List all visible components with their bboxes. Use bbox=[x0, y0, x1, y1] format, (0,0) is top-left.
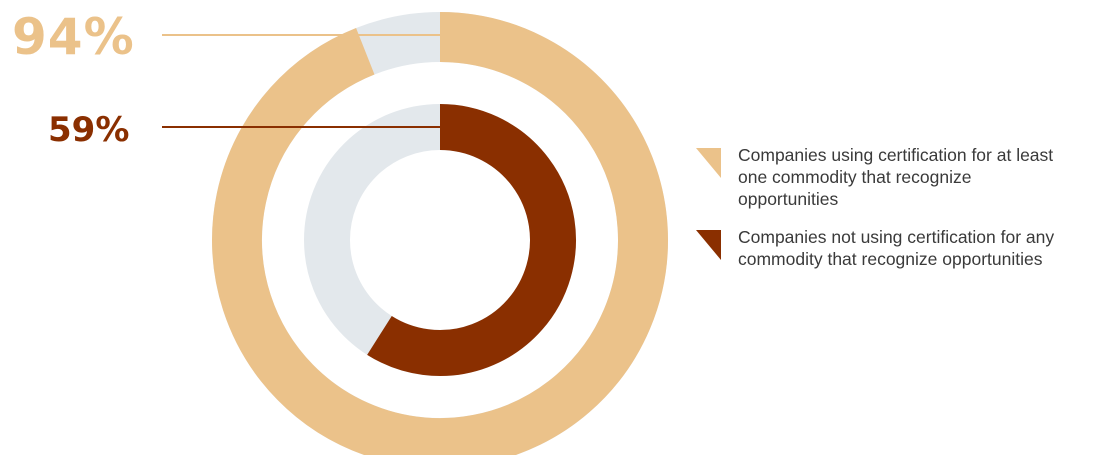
legend-swatch-outer bbox=[696, 148, 721, 178]
outer-value-label: 94% bbox=[12, 8, 135, 66]
legend-item-inner: Companies not using certification for an… bbox=[696, 226, 1076, 270]
legend-swatch-inner bbox=[696, 230, 721, 260]
legend-item-outer: Companies using certification for at lea… bbox=[696, 144, 1076, 210]
legend-label-inner: Companies not using certification for an… bbox=[738, 227, 1055, 269]
inner-value-label: 59% bbox=[48, 110, 130, 150]
chart-legend: Companies using certification for at lea… bbox=[696, 144, 1076, 286]
legend-label-outer: Companies using certification for at lea… bbox=[738, 145, 1054, 209]
inner-ring-value-arc bbox=[367, 104, 576, 376]
outer-ring-value-arc bbox=[212, 12, 668, 455]
